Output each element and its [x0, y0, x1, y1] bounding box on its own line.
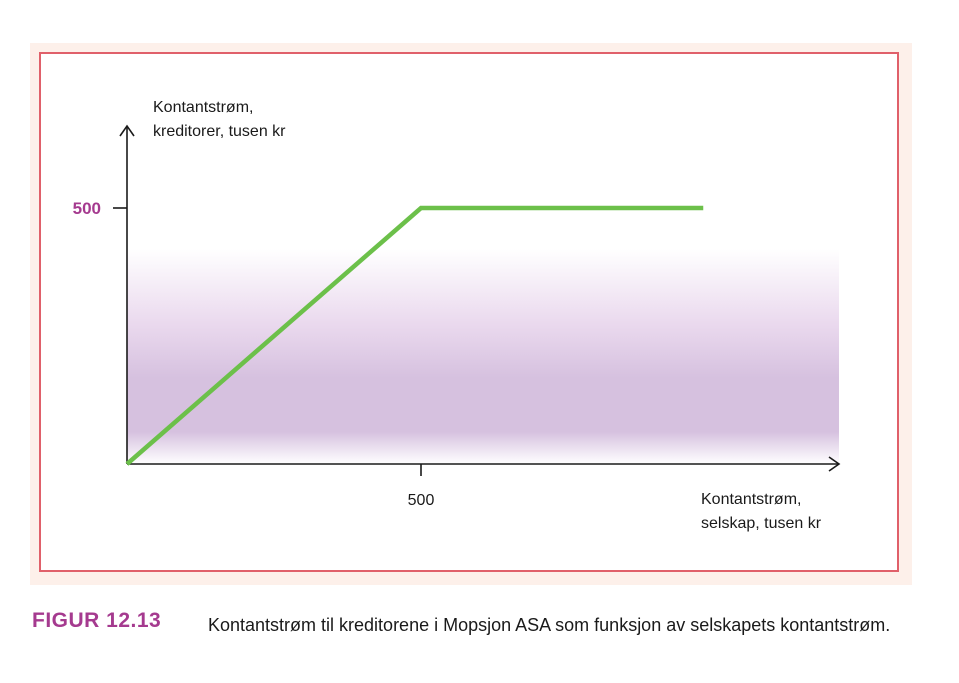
x-axis-arrow [828, 456, 841, 472]
figure-caption: Kontantstrøm til kreditorene i Mopsjon A… [208, 615, 891, 635]
y-axis-title: Kontantstrøm, kreditorer, tusen kr [153, 96, 286, 144]
background-band [127, 249, 839, 464]
x-axis-title-line-1: Kontantstrøm, [701, 491, 802, 508]
y-axis-arrow [119, 124, 135, 137]
x-tick-label: 500 [408, 492, 435, 509]
y-axis-title-line-1: Kontantstrøm, [153, 99, 254, 116]
figure-label: FIGUR 12.13 [32, 609, 162, 632]
y-axis-title-line-2: kreditorer, tusen kr [153, 123, 286, 140]
figure-panel: 500 500 Kontantstrøm, kreditorer, tusen k… [30, 43, 912, 585]
chart: 500 500 [73, 124, 841, 509]
figure-frame: 500 500 Kontantstrøm, kreditorer, tusen k… [39, 52, 899, 572]
y-tick-label: 500 [73, 199, 101, 218]
x-axis-title-line-2: selskap, tusen kr [701, 515, 822, 532]
x-axis-title: Kontantstrøm, selskap, tusen kr [701, 488, 821, 536]
